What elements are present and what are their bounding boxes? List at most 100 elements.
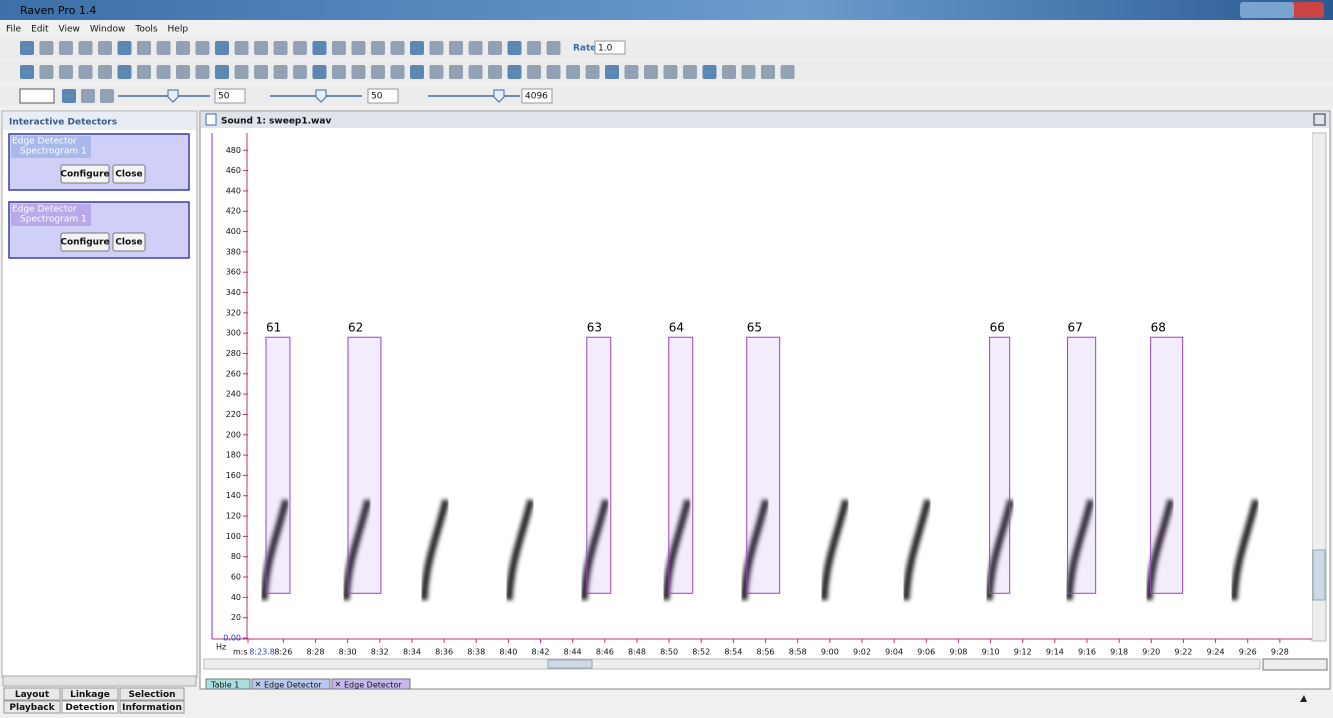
tool-button[interactable] xyxy=(254,65,268,79)
tool-button[interactable] xyxy=(761,65,775,79)
tool-button[interactable] xyxy=(625,65,639,79)
tool-button[interactable] xyxy=(488,65,502,79)
tool-button[interactable] xyxy=(664,65,678,79)
selection-box[interactable] xyxy=(348,337,381,593)
tool-button[interactable] xyxy=(274,65,288,79)
tool-button[interactable] xyxy=(644,65,658,79)
tool-button[interactable] xyxy=(508,41,522,55)
tool-button[interactable] xyxy=(118,41,132,55)
tool-button[interactable] xyxy=(352,65,366,79)
tool-button[interactable] xyxy=(176,41,190,55)
tool-button[interactable] xyxy=(293,65,307,79)
tool-button[interactable] xyxy=(176,65,190,79)
selection-box[interactable] xyxy=(587,337,611,593)
tool-button[interactable] xyxy=(313,41,327,55)
tool-button[interactable] xyxy=(235,65,249,79)
menu-item[interactable]: Tools xyxy=(134,25,157,35)
tool-button[interactable] xyxy=(79,65,93,79)
tool-button[interactable] xyxy=(137,41,151,55)
panel-scrollbar[interactable] xyxy=(3,676,196,686)
tool-button[interactable] xyxy=(157,65,171,79)
tool-button[interactable] xyxy=(215,65,229,79)
tab-label[interactable]: Layout xyxy=(15,690,50,700)
scroll-thumb[interactable] xyxy=(1313,550,1325,600)
menu-item[interactable]: Help xyxy=(168,25,189,35)
tool-button[interactable] xyxy=(781,65,795,79)
tool-button[interactable] xyxy=(235,41,249,55)
tool-button[interactable] xyxy=(98,65,112,79)
tool-button[interactable] xyxy=(410,65,424,79)
tool-button[interactable] xyxy=(605,65,619,79)
tool-button[interactable] xyxy=(449,65,463,79)
tool-button[interactable] xyxy=(430,41,444,55)
tool-button[interactable] xyxy=(742,65,756,79)
selection-box[interactable] xyxy=(990,337,1010,593)
tool-button[interactable] xyxy=(527,65,541,79)
button-label[interactable]: Configure xyxy=(60,170,109,180)
tab-label[interactable]: Selection xyxy=(128,690,175,700)
tool-button[interactable] xyxy=(59,41,73,55)
tool-button[interactable] xyxy=(488,41,502,55)
menu-item[interactable]: Edit xyxy=(31,25,49,35)
tool-button[interactable] xyxy=(547,65,561,79)
tool-button[interactable] xyxy=(40,41,54,55)
tool-button[interactable] xyxy=(469,65,483,79)
zoom-controls[interactable] xyxy=(1263,659,1327,670)
tool-button[interactable] xyxy=(118,65,132,79)
selection-box[interactable] xyxy=(747,337,780,593)
tab-label[interactable]: Information xyxy=(122,703,182,713)
tool-button[interactable] xyxy=(157,41,171,55)
tool-button[interactable] xyxy=(79,41,93,55)
tab-label[interactable]: Linkage xyxy=(70,690,110,700)
tool-button[interactable] xyxy=(196,41,210,55)
tool-button[interactable] xyxy=(98,41,112,55)
tool-button[interactable] xyxy=(527,41,541,55)
min-max-buttons[interactable] xyxy=(1240,2,1294,18)
tool-button[interactable] xyxy=(20,41,34,55)
tool-button[interactable] xyxy=(332,41,346,55)
tool-button[interactable] xyxy=(196,65,210,79)
menu-item[interactable]: File xyxy=(6,25,22,35)
tool-button[interactable] xyxy=(332,65,346,79)
menu-item[interactable]: Window xyxy=(90,25,126,35)
tool-button[interactable] xyxy=(274,41,288,55)
tool-button[interactable] xyxy=(683,65,697,79)
button-label[interactable]: Close xyxy=(115,238,142,248)
tool-button[interactable] xyxy=(20,65,34,79)
tab-label[interactable]: Table 1 xyxy=(210,681,239,690)
tool-button[interactable] xyxy=(722,65,736,79)
tool-button[interactable] xyxy=(254,41,268,55)
tool-button[interactable] xyxy=(137,65,151,79)
tab-label[interactable]: Playback xyxy=(9,703,55,713)
tool-button[interactable] xyxy=(40,65,54,79)
tab-label[interactable]: Edge Detector xyxy=(264,681,322,690)
tool-button[interactable] xyxy=(313,65,327,79)
tool-button[interactable] xyxy=(293,41,307,55)
tool-button[interactable] xyxy=(215,41,229,55)
tool-button[interactable] xyxy=(430,65,444,79)
tool-button[interactable] xyxy=(703,65,717,79)
tool-button[interactable] xyxy=(586,65,600,79)
selection-box[interactable] xyxy=(266,337,290,593)
tool-button[interactable] xyxy=(566,65,580,79)
tool-button[interactable] xyxy=(391,65,405,79)
h-scroll-thumb[interactable] xyxy=(548,660,592,668)
tool-button[interactable] xyxy=(59,65,73,79)
tool-button[interactable] xyxy=(100,89,114,103)
tool-button[interactable] xyxy=(449,41,463,55)
selection-box[interactable] xyxy=(669,337,693,593)
color-scheme[interactable] xyxy=(20,89,54,103)
tool-button[interactable] xyxy=(371,65,385,79)
tool-button[interactable] xyxy=(81,89,95,103)
tool-button[interactable] xyxy=(371,41,385,55)
button-label[interactable]: Configure xyxy=(60,238,109,248)
tool-button[interactable] xyxy=(469,41,483,55)
tool-button[interactable] xyxy=(62,89,76,103)
tool-button[interactable] xyxy=(547,41,561,55)
tool-button[interactable] xyxy=(352,41,366,55)
menu-item[interactable]: View xyxy=(59,25,80,35)
tool-button[interactable] xyxy=(410,41,424,55)
button-label[interactable]: Close xyxy=(115,170,142,180)
horizontal-scrollbar[interactable] xyxy=(204,659,1260,669)
tab-label[interactable]: Detection xyxy=(65,703,114,713)
